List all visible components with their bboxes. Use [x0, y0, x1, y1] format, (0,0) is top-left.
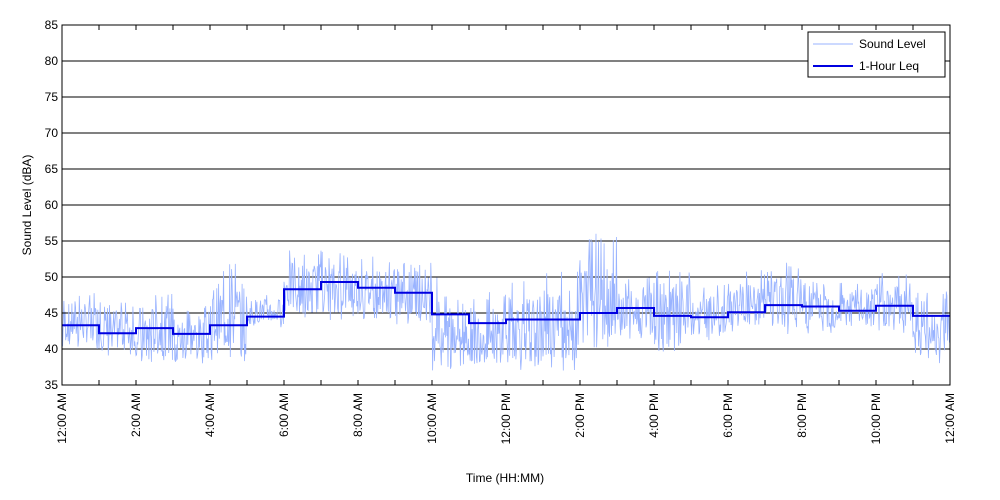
y-tick-label: 45 [45, 306, 59, 320]
y-tick-label: 65 [45, 162, 59, 176]
x-tick-label: 4:00 AM [203, 393, 217, 437]
x-axis-ticks: 12:00 AM 2:00 AM 4:00 AM 6:00 AM 8:00 AM 10:0… [55, 25, 957, 444]
y-tick-label: 35 [45, 378, 59, 392]
y-axis-ticks: 35 40 45 50 55 60 65 70 75 80 85 [45, 18, 950, 392]
x-tick-label: 12:00 AM [55, 393, 69, 444]
y-tick-label: 50 [45, 270, 59, 284]
y-axis-label: Sound Level (dBA) [20, 155, 34, 256]
legend-label-sound-level: Sound Level [859, 37, 926, 51]
y-tick-label: 40 [45, 342, 59, 356]
y-tick-label: 55 [45, 234, 59, 248]
x-tick-label: 10:00 AM [425, 393, 439, 444]
leq-step-line [62, 281, 950, 335]
x-tick-label: 2:00 AM [129, 393, 143, 437]
x-tick-label: 12:00 AM [943, 393, 957, 444]
series-1-hour-leq [62, 281, 950, 335]
x-tick-label: 8:00 AM [351, 393, 365, 437]
y-tick-label: 70 [45, 126, 59, 140]
x-tick-label: 6:00 AM [277, 393, 291, 437]
y-tick-label: 85 [45, 18, 59, 32]
y-tick-label: 80 [45, 54, 59, 68]
x-tick-label: 10:00 PM [869, 393, 883, 444]
y-tick-label: 60 [45, 198, 59, 212]
legend-label-1-hour-leq: 1-Hour Leq [859, 59, 919, 73]
y-tick-label: 75 [45, 90, 59, 104]
x-tick-label: 6:00 PM [721, 393, 735, 438]
x-tick-label: 12:00 PM [499, 393, 513, 444]
x-axis-label: Time (HH:MM) [466, 471, 544, 485]
x-tick-label: 8:00 PM [795, 393, 809, 438]
legend-box [807, 31, 946, 78]
legend: Sound Level 1-Hour Leq [807, 31, 946, 78]
x-tick-label: 4:00 PM [647, 393, 661, 438]
x-tick-label: 2:00 PM [573, 393, 587, 438]
